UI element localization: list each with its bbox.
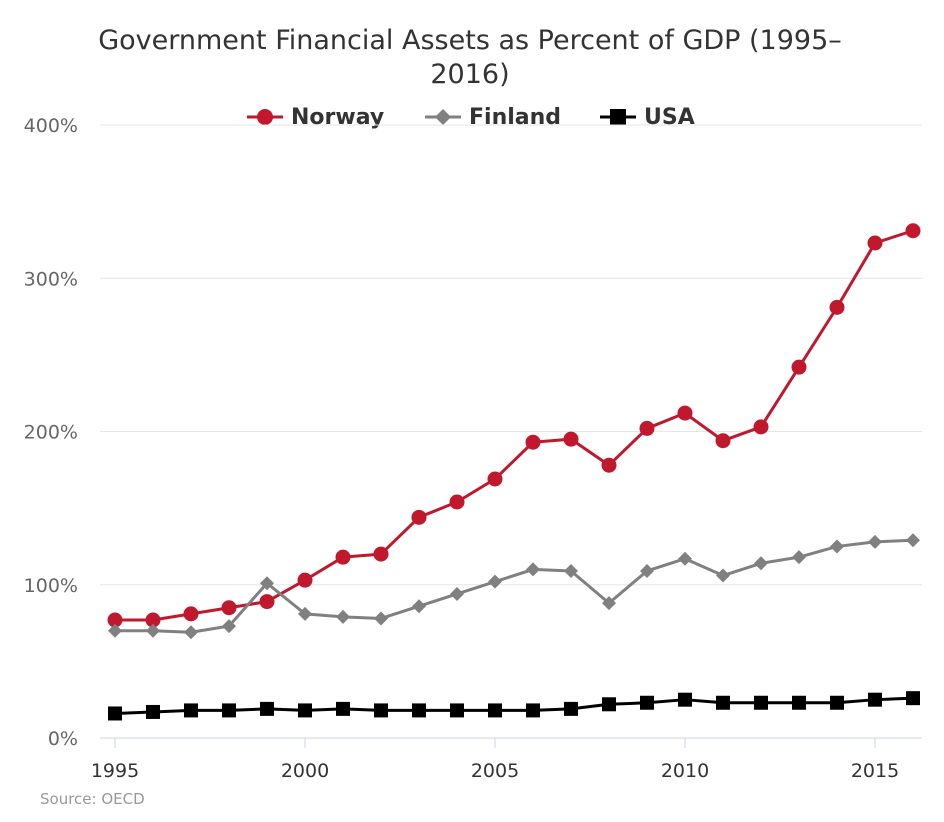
data-point-finland[interactable] <box>260 576 274 591</box>
data-point-norway[interactable] <box>905 223 921 239</box>
data-point-finland[interactable] <box>754 556 768 571</box>
data-point-usa[interactable] <box>260 701 274 716</box>
data-point-finland[interactable] <box>488 574 502 589</box>
data-point-finland[interactable] <box>830 539 844 554</box>
data-point-usa[interactable] <box>298 703 312 718</box>
y-tick-label: 0% <box>48 728 78 750</box>
data-point-norway[interactable] <box>867 235 883 251</box>
series-line-usa <box>114 696 914 715</box>
data-point-usa[interactable] <box>108 706 122 721</box>
data-point-finland[interactable] <box>602 596 616 611</box>
series-line-norway <box>115 229 914 622</box>
data-point-norway[interactable] <box>487 471 503 487</box>
data-point-norway[interactable] <box>107 612 123 628</box>
series-usa <box>108 691 920 721</box>
data-point-usa[interactable] <box>526 703 540 718</box>
data-point-finland[interactable] <box>868 534 882 549</box>
data-point-norway[interactable] <box>221 600 237 616</box>
data-point-usa[interactable] <box>716 695 730 710</box>
data-point-finland[interactable] <box>184 625 198 640</box>
series-norway <box>107 223 921 628</box>
data-point-norway[interactable] <box>297 572 313 588</box>
finland-legend-marker-icon <box>425 109 461 125</box>
series-line-finland <box>115 538 914 634</box>
data-point-finland[interactable] <box>146 623 160 638</box>
data-point-finland[interactable] <box>374 611 388 626</box>
data-point-norway[interactable] <box>563 431 579 447</box>
data-point-norway[interactable] <box>715 433 731 449</box>
data-point-finland[interactable] <box>336 609 350 624</box>
x-tick-label: 1995 <box>91 760 139 782</box>
x-tick-label: 2000 <box>281 760 329 782</box>
data-point-usa[interactable] <box>754 695 768 710</box>
series-finland <box>108 533 920 640</box>
data-point-finland[interactable] <box>906 533 920 548</box>
y-axis-ticks: 0% 100% 200% 300% 400% <box>24 115 78 750</box>
x-tick-label: 2005 <box>471 760 519 782</box>
data-point-usa[interactable] <box>146 704 160 719</box>
data-point-finland[interactable] <box>412 599 426 614</box>
x-axis: 1995 2000 2005 2010 2015 <box>91 737 922 782</box>
chart-title: Government Financial Assets as Percent o… <box>98 25 842 90</box>
data-point-finland[interactable] <box>450 586 464 601</box>
data-point-finland[interactable] <box>526 562 540 577</box>
series-layer <box>107 223 921 721</box>
data-point-norway[interactable] <box>601 457 617 473</box>
data-point-norway[interactable] <box>145 612 161 628</box>
data-point-norway[interactable] <box>183 606 199 622</box>
usa-legend-marker-icon <box>600 109 636 125</box>
data-point-norway[interactable] <box>259 594 275 610</box>
data-point-usa[interactable] <box>602 697 616 712</box>
data-point-usa[interactable] <box>830 695 844 710</box>
data-point-usa[interactable] <box>450 703 464 718</box>
data-point-finland[interactable] <box>678 551 692 566</box>
data-point-finland[interactable] <box>222 619 236 634</box>
y-tick-label: 400% <box>24 115 78 137</box>
data-point-usa[interactable] <box>412 703 426 718</box>
grid-lines <box>100 124 922 586</box>
data-point-finland[interactable] <box>640 563 654 578</box>
data-point-norway[interactable] <box>829 299 845 315</box>
data-point-norway[interactable] <box>753 419 769 435</box>
x-tick-label: 2010 <box>661 760 709 782</box>
data-point-norway[interactable] <box>449 494 465 510</box>
data-point-finland[interactable] <box>716 568 730 583</box>
norway-legend-marker-icon <box>247 109 283 125</box>
data-point-finland[interactable] <box>792 550 806 565</box>
data-point-usa[interactable] <box>336 701 350 716</box>
data-point-norway[interactable] <box>411 509 427 525</box>
data-point-norway[interactable] <box>791 359 807 375</box>
y-tick-label: 200% <box>24 422 78 444</box>
data-point-usa[interactable] <box>792 695 806 710</box>
data-point-finland[interactable] <box>108 623 122 638</box>
data-point-usa[interactable] <box>488 703 502 718</box>
source-note: Source: OECD <box>40 790 145 808</box>
data-point-usa[interactable] <box>678 692 692 707</box>
data-point-norway[interactable] <box>335 549 351 565</box>
x-tick-label: 2015 <box>851 760 899 782</box>
data-point-finland[interactable] <box>564 563 578 578</box>
data-point-usa[interactable] <box>374 703 388 718</box>
data-point-finland[interactable] <box>298 606 312 621</box>
data-point-usa[interactable] <box>640 695 654 710</box>
data-point-norway[interactable] <box>525 434 541 450</box>
y-tick-label: 300% <box>24 268 78 290</box>
data-point-usa[interactable] <box>184 703 198 718</box>
data-point-usa[interactable] <box>222 703 236 718</box>
data-point-norway[interactable] <box>677 405 693 421</box>
data-point-usa[interactable] <box>564 701 578 716</box>
y-tick-label: 100% <box>24 575 78 597</box>
data-point-norway[interactable] <box>373 546 389 562</box>
data-point-usa[interactable] <box>868 692 882 707</box>
data-point-norway[interactable] <box>639 420 655 436</box>
data-point-usa[interactable] <box>906 691 920 706</box>
